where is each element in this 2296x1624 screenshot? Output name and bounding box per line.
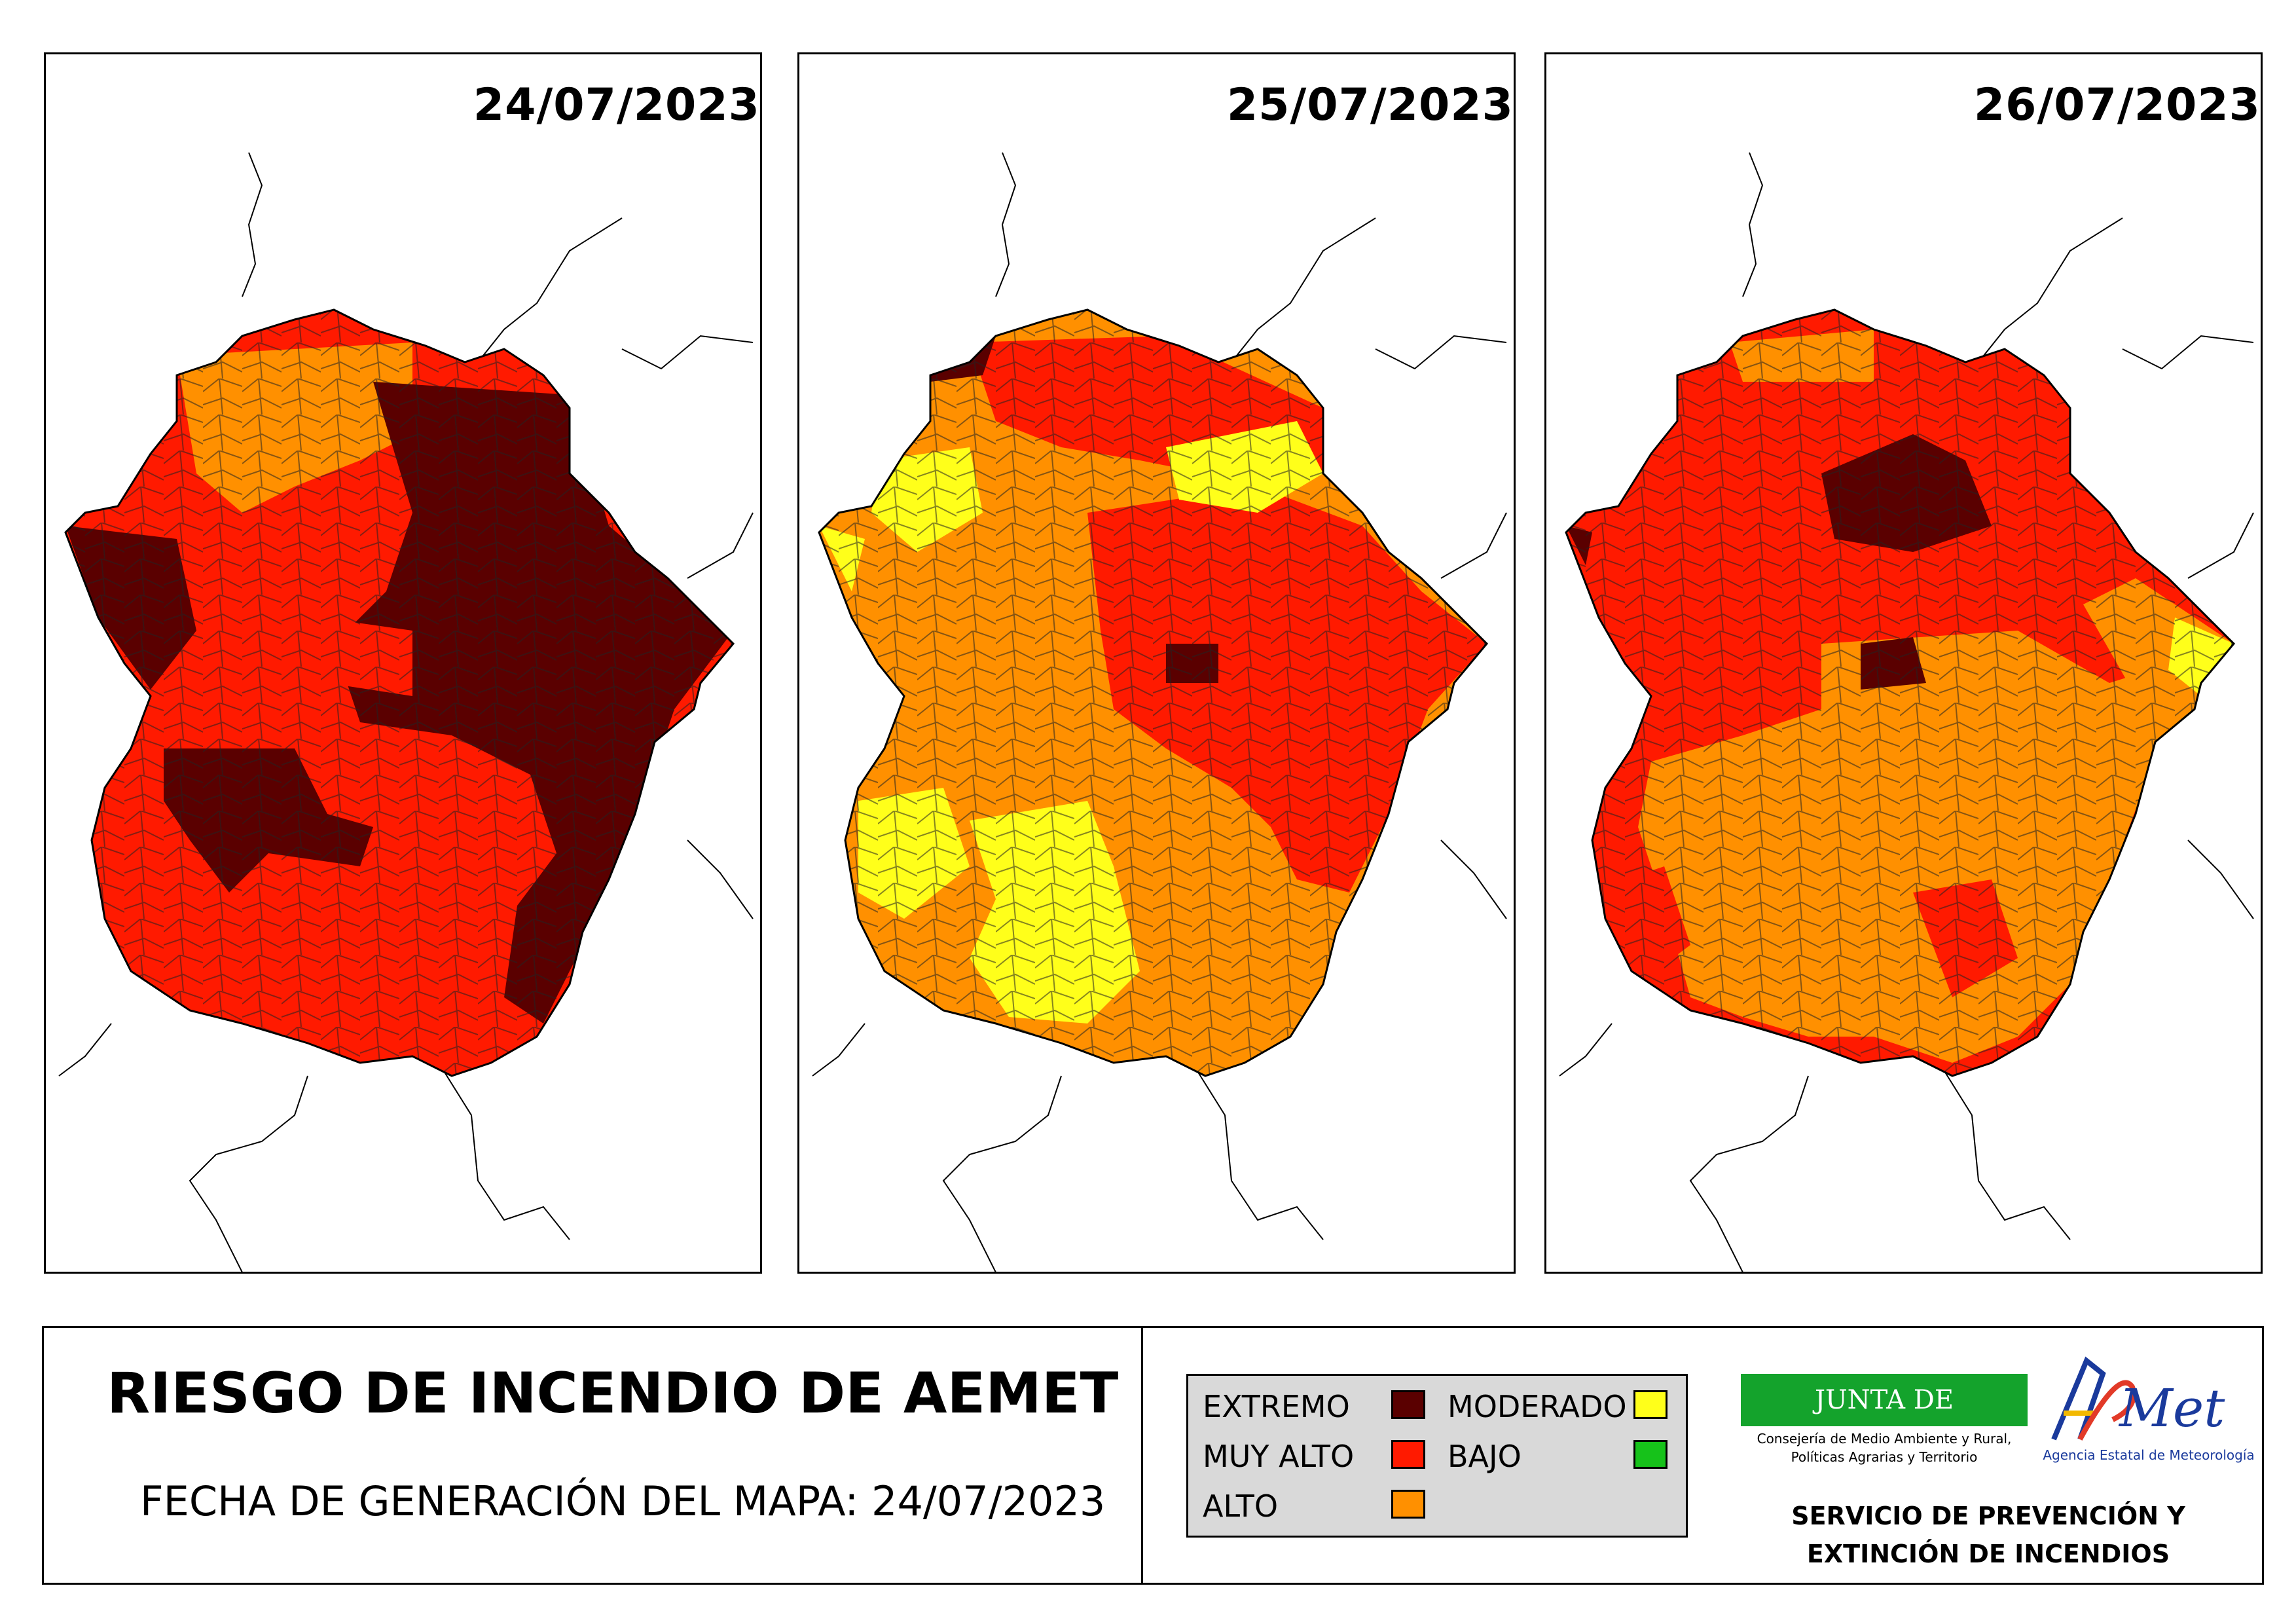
info-bar: RIESGO DE INCENDIO DE AEMET FECHA DE GEN…: [42, 1326, 2264, 1585]
aemet-logo-text: Met: [2118, 1378, 2225, 1439]
map-1: [58, 152, 754, 1272]
map-date: 24/07/2023: [473, 79, 760, 131]
map-2: [812, 152, 1507, 1272]
legend-swatch-moderado: [1633, 1390, 1667, 1419]
legend-label-muy-alto: MUY ALTO: [1203, 1439, 1355, 1474]
map-panel-2: 25/07/2023: [797, 52, 1516, 1274]
service-text: SERVICIO DE PREVENCIÓN Y EXTINCIÓN DE IN…: [1720, 1497, 2257, 1573]
legend-label-bajo: BAJO: [1448, 1439, 1522, 1474]
legend-swatch-alto: [1391, 1490, 1425, 1519]
junta-subtitle: Consejería de Medio Ambiente y Rural, Po…: [1741, 1430, 2028, 1466]
map-date: 26/07/2023: [1973, 79, 2261, 131]
service-line1: SERVICIO DE PREVENCIÓN Y: [1791, 1502, 2185, 1530]
map-3: [1559, 152, 2254, 1272]
legend-label-alto: ALTO: [1203, 1488, 1279, 1524]
aemet-logo: Met: [2051, 1356, 2225, 1441]
legend-label-moderado: MODERADO: [1448, 1389, 1627, 1424]
legend-swatch-bajo: [1633, 1440, 1667, 1469]
legend-swatch-extremo: [1391, 1390, 1425, 1419]
service-line2: EXTINCIÓN DE INCENDIOS: [1806, 1540, 2170, 1568]
legend-swatch-muy-alto: [1391, 1440, 1425, 1469]
junta-subtitle-line2: Políticas Agrarias y Territorio: [1791, 1449, 1978, 1465]
aemet-subtitle: Agencia Estatal de Meteorología: [2043, 1447, 2255, 1463]
map-panel-3: 26/07/2023: [1544, 52, 2263, 1274]
page-title: RIESGO DE INCENDIO DE AEMET: [107, 1361, 1119, 1426]
junta-logo: JUNTA DE EXTREMADURA: [1741, 1374, 2028, 1467]
legend: EXTREMO MUY ALTO ALTO MODERADO BAJO: [1186, 1374, 1688, 1538]
generation-date: FECHA DE GENERACIÓN DEL MAPA: 24/07/2023: [140, 1477, 1106, 1525]
divider: [1141, 1328, 1143, 1583]
junta-subtitle-line1: Consejería de Medio Ambiente y Rural,: [1757, 1431, 2012, 1447]
legend-label-extremo: EXTREMO: [1203, 1389, 1350, 1424]
map-date: 25/07/2023: [1226, 79, 1514, 131]
map-panel-1: 24/07/2023: [44, 52, 762, 1274]
